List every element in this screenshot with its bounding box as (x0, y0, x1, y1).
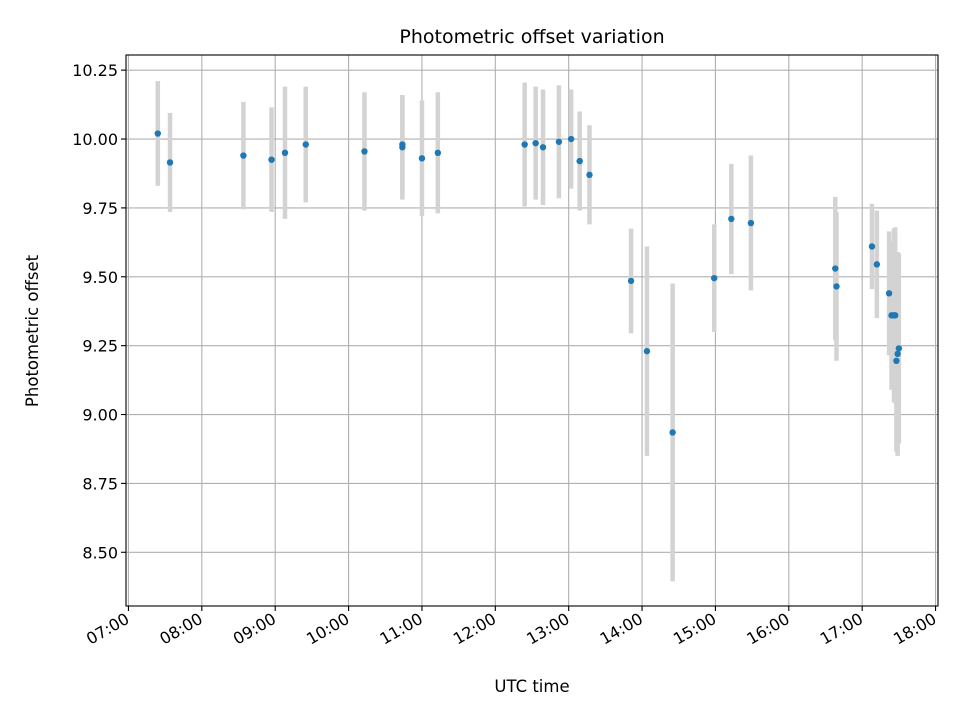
data-point (268, 156, 275, 163)
y-tick-label: 9.00 (82, 406, 118, 425)
data-point (669, 429, 676, 436)
y-tick-label: 9.50 (82, 268, 118, 287)
data-point (361, 148, 368, 155)
data-point (532, 139, 539, 147)
data-point (240, 152, 247, 159)
chart-title: Photometric offset variation (399, 26, 664, 48)
data-point (434, 149, 442, 157)
y-axis-label: Photometric offset (23, 254, 42, 407)
data-point (539, 144, 547, 151)
y-tick-label: 10.25 (72, 61, 118, 80)
x-tick-label: 16:00 (743, 609, 792, 649)
x-axis-ticks: 07:00 08:00 09:00 10:00 11:00 12:00 13:00 14:00… (83, 606, 940, 649)
x-axis-label: UTC time (494, 677, 569, 696)
y-tick-label: 8.75 (82, 474, 118, 493)
x-tick-label: 14:00 (597, 609, 646, 649)
x-tick-label: 07:00 (83, 609, 132, 649)
x-tick-label: 17:00 (817, 609, 866, 649)
data-point (832, 265, 839, 272)
y-tick-label: 8.50 (82, 543, 118, 562)
data-point (895, 345, 903, 352)
x-tick-label: 13:00 (523, 609, 572, 649)
data-point (586, 171, 593, 179)
data-point (643, 347, 651, 355)
x-tick-label: 11:00 (377, 609, 426, 649)
data-point (555, 138, 563, 145)
x-tick-label: 08:00 (156, 609, 205, 649)
data-point (894, 350, 901, 358)
data-point (891, 312, 899, 319)
data-point (567, 135, 575, 143)
data-point (521, 141, 528, 148)
y-tick-label: 9.75 (82, 199, 118, 218)
data-points (154, 130, 903, 436)
data-point (576, 157, 583, 165)
x-tick-label: 18:00 (890, 609, 939, 649)
data-point (281, 149, 289, 157)
data-point (885, 290, 893, 297)
error-bars (155, 81, 902, 582)
data-point (728, 215, 735, 223)
data-point (302, 141, 309, 148)
data-point (418, 155, 426, 162)
data-point (166, 159, 174, 166)
data-point (627, 277, 635, 285)
y-tick-label: 10.00 (72, 130, 118, 149)
x-tick-label: 12:00 (450, 609, 499, 649)
y-tick-label: 9.25 (82, 337, 118, 356)
data-point (747, 219, 755, 227)
x-tick-label: 09:00 (230, 609, 279, 649)
x-tick-label: 15:00 (670, 609, 719, 649)
data-point (711, 274, 718, 282)
grid-lines (126, 55, 938, 606)
data-point (873, 261, 881, 268)
data-point (893, 357, 900, 365)
y-axis-ticks: 8.50 8.75 9.00 9.25 9.50 9.75 10.00 10.25 (72, 61, 126, 562)
data-point (868, 243, 876, 250)
x-tick-label: 10:00 (303, 609, 352, 649)
plot-frame (125, 54, 939, 607)
data-point (154, 130, 161, 137)
data-point (399, 144, 406, 151)
data-point (833, 283, 840, 290)
